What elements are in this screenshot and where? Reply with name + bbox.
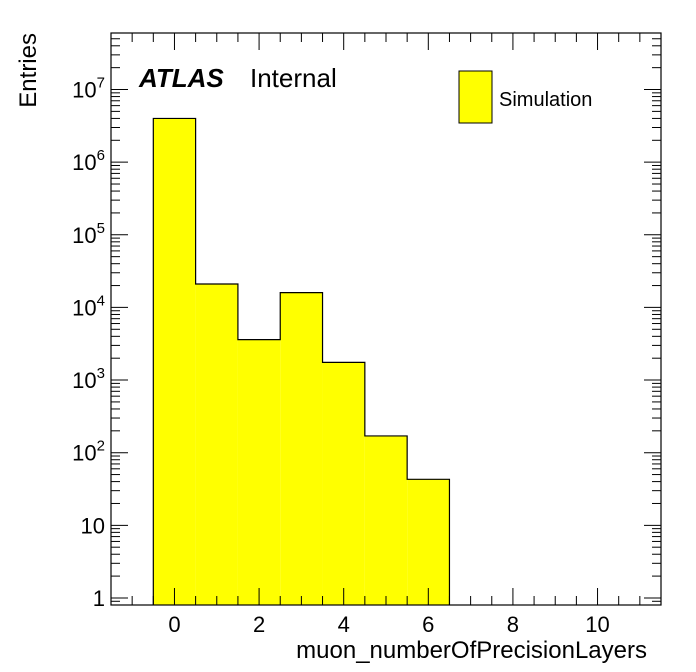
- histogram-bar-3: [280, 292, 323, 605]
- y-tick-label: 106: [72, 147, 105, 175]
- y-tick-label: 103: [72, 365, 105, 393]
- x-tick-label: 6: [422, 612, 434, 637]
- x-tick-label: 10: [585, 612, 609, 637]
- y-tick-base: 10: [72, 295, 96, 320]
- bars-layer: [152, 117, 451, 606]
- y-tick-label: 104: [72, 292, 105, 320]
- histogram-bar-0: [153, 118, 196, 606]
- x-tick-label: 4: [338, 612, 350, 637]
- y-tick-label: 107: [72, 75, 105, 103]
- y-tick-label: 102: [72, 438, 105, 466]
- y-tick-label: 1: [93, 586, 105, 611]
- histogram-bar-1: [195, 284, 238, 605]
- atlas-label-internal: Internal: [250, 63, 337, 93]
- histogram-bar-6: [407, 479, 450, 605]
- legend-label-simulation: Simulation: [499, 89, 592, 111]
- y-tick-base: 10: [72, 150, 96, 175]
- y-tick-base: 10: [72, 223, 96, 248]
- y-tick-exponent: 3: [97, 365, 105, 382]
- y-tick-label: 105: [72, 220, 105, 248]
- y-tick-exponent: 2: [97, 438, 105, 455]
- y-tick-exponent: 5: [97, 220, 105, 237]
- x-tick-label: 0: [168, 612, 180, 637]
- y-tick-base: 10: [72, 441, 96, 466]
- legend: Simulation: [458, 70, 592, 124]
- x-tick-label: 2: [253, 612, 265, 637]
- y-tick-exponent: 6: [97, 147, 105, 164]
- y-axis-label: Entries: [15, 33, 42, 108]
- y-tick-base: 10: [72, 368, 96, 393]
- histogram-bar-2: [237, 339, 281, 605]
- atlas-label-bold: ATLAS: [138, 63, 224, 93]
- y-tick-base: 10: [72, 78, 96, 103]
- x-axis-label: muon_numberOfPrecisionLayers: [296, 637, 647, 664]
- legend-swatch-simulation: [458, 70, 493, 124]
- histogram-outline: [152, 117, 451, 605]
- y-tick-base: 1: [93, 586, 105, 611]
- y-tick-label: 10: [81, 513, 105, 538]
- y-tick-exponent: 4: [97, 292, 105, 309]
- x-tick-label: 8: [507, 612, 519, 637]
- y-tick-base: 10: [81, 513, 105, 538]
- y-tick-exponent: 7: [97, 75, 105, 92]
- histogram-bar-4: [322, 362, 365, 605]
- histogram-bar-5: [364, 435, 408, 605]
